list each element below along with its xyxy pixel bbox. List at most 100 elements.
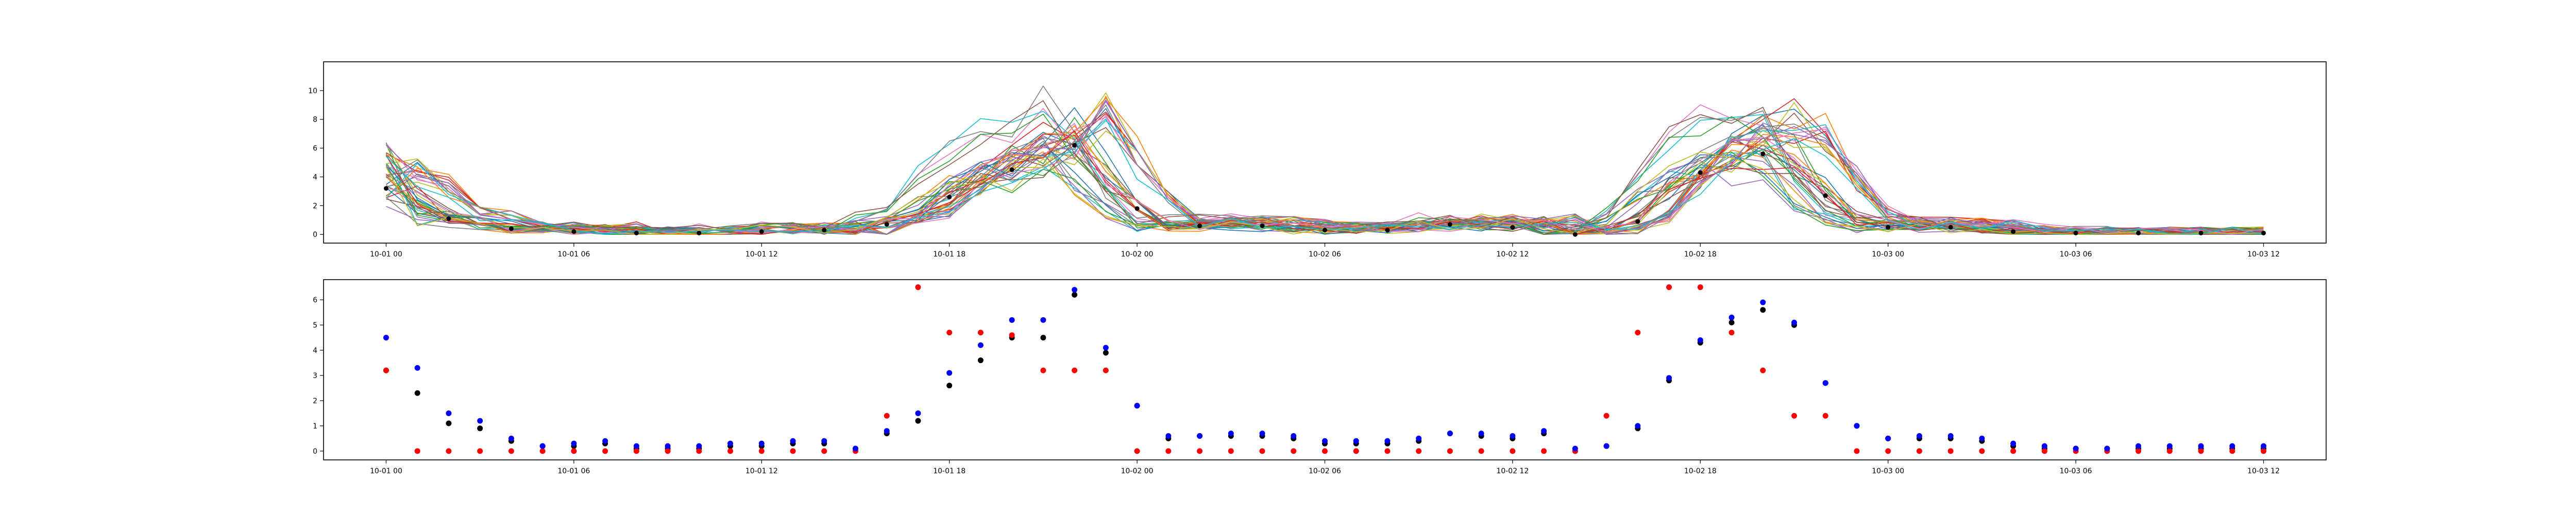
scatter-point-series-2 bbox=[508, 435, 514, 441]
bottom-y-tick-label: 3 bbox=[313, 372, 317, 380]
scatter-point-series-0 bbox=[977, 357, 984, 364]
scatter-point-series-1 bbox=[446, 448, 452, 454]
ensemble-line bbox=[386, 92, 2264, 235]
scatter-point-series-1 bbox=[1228, 448, 1234, 454]
scatter-point-series-1 bbox=[1916, 448, 1922, 454]
scatter-point-series-2 bbox=[1885, 435, 1891, 441]
scatter-point-series-0 bbox=[1072, 291, 1078, 298]
ensemble-line bbox=[385, 116, 2264, 235]
mean-point bbox=[634, 230, 639, 235]
scatter-point-series-1 bbox=[1728, 330, 1735, 336]
scatter-point-series-1 bbox=[2166, 448, 2173, 454]
mean-point bbox=[509, 226, 514, 231]
scatter-point-series-1 bbox=[2136, 448, 2142, 454]
top-y-tick-label: 6 bbox=[313, 145, 317, 153]
mean-point bbox=[2136, 230, 2141, 235]
scatter-point-series-2 bbox=[571, 440, 577, 447]
mean-point bbox=[1760, 151, 1766, 157]
bottom-x-tick-label: 10-01 18 bbox=[933, 467, 965, 475]
bottom-y-tick-label: 1 bbox=[313, 422, 317, 431]
scatter-point-series-1 bbox=[946, 330, 953, 336]
scatter-point-series-2 bbox=[602, 438, 608, 444]
mean-point bbox=[1698, 170, 1703, 175]
bottom-x-tick-label: 10-02 18 bbox=[1684, 467, 1717, 475]
scatter-point-series-2 bbox=[1854, 423, 1860, 429]
scatter-point-series-1 bbox=[977, 330, 984, 336]
top-plot-frame bbox=[323, 61, 2327, 244]
scatter-point-series-1 bbox=[1384, 448, 1391, 454]
scatter-point-series-2 bbox=[477, 418, 483, 424]
scatter-point-series-1 bbox=[1134, 448, 1140, 454]
mean-point bbox=[947, 195, 952, 200]
scatter-point-series-2 bbox=[977, 342, 984, 348]
scatter-point-series-1 bbox=[539, 448, 546, 454]
scatter-point-series-1 bbox=[1854, 448, 1860, 454]
scatter-point-series-0 bbox=[915, 418, 921, 424]
bottom-y-tick-label: 0 bbox=[313, 448, 317, 456]
scatter-point-series-1 bbox=[2041, 448, 2047, 454]
ensemble-line bbox=[385, 97, 2264, 235]
scatter-point-series-2 bbox=[633, 443, 639, 449]
top-x-tick-label: 10-03 12 bbox=[2247, 250, 2280, 259]
mean-point bbox=[1134, 206, 1140, 211]
top-x-tick-label: 10-02 18 bbox=[1684, 250, 1717, 259]
scatter-point-series-1 bbox=[915, 284, 921, 290]
scatter-point-series-1 bbox=[1791, 413, 1798, 419]
scatter-point-series-1 bbox=[2010, 448, 2016, 454]
bottom-x-tick-label: 10-03 12 bbox=[2247, 467, 2280, 475]
mean-point bbox=[1385, 228, 1390, 233]
top-x-tick-label: 10-01 18 bbox=[933, 250, 965, 259]
mean-point bbox=[1072, 143, 1077, 148]
scatter-point-series-2 bbox=[1760, 299, 1766, 305]
ensemble-line bbox=[385, 107, 2264, 235]
scatter-point-series-2 bbox=[1791, 319, 1798, 325]
scatter-point-series-1 bbox=[1541, 448, 1547, 454]
scatter-point-series-2 bbox=[1165, 433, 1172, 439]
scatter-point-series-1 bbox=[1697, 284, 1703, 290]
top-x-tick-label: 10-03 00 bbox=[1872, 250, 1904, 259]
scatter-point-series-2 bbox=[758, 440, 765, 447]
scatter-point-series-0 bbox=[477, 425, 483, 432]
scatter-point-series-1 bbox=[1635, 330, 1641, 336]
ensemble-line bbox=[386, 108, 2264, 235]
scatter-point-series-2 bbox=[2229, 443, 2235, 449]
scatter-point-series-1 bbox=[1885, 448, 1891, 454]
scatter-point-series-2 bbox=[1478, 431, 1484, 437]
ensemble-line bbox=[386, 115, 2264, 235]
scatter-point-series-1 bbox=[1666, 284, 1672, 290]
scatter-point-series-0 bbox=[1728, 319, 1735, 325]
scatter-point-series-2 bbox=[1040, 317, 1046, 323]
bottom-x-tick-label: 10-03 00 bbox=[1872, 467, 1904, 475]
ensemble-line bbox=[385, 111, 2264, 235]
mean-point bbox=[446, 216, 451, 221]
scatter-point-series-2 bbox=[1666, 375, 1672, 381]
bottom-y-tick-label: 5 bbox=[313, 321, 317, 330]
mean-point bbox=[383, 186, 388, 191]
bottom-x-tick-label: 10-03 06 bbox=[2060, 467, 2092, 475]
scatter-point-series-2 bbox=[2166, 443, 2173, 449]
top-x-tick-label: 10-02 06 bbox=[1309, 250, 1341, 259]
mean-point bbox=[2261, 230, 2266, 235]
scatter-point-series-1 bbox=[1259, 448, 1265, 454]
scatter-point-series-1 bbox=[1478, 448, 1484, 454]
scatter-point-series-1 bbox=[884, 413, 890, 419]
scatter-point-series-2 bbox=[1197, 433, 1203, 439]
scatter-point-series-1 bbox=[1040, 367, 1046, 373]
scatter-point-series-1 bbox=[383, 367, 389, 373]
ensemble-line bbox=[385, 117, 2264, 235]
scatter-point-series-2 bbox=[665, 443, 671, 449]
scatter-point-series-2 bbox=[1728, 314, 1735, 320]
scatter-point-series-2 bbox=[1291, 433, 1297, 439]
scatter-point-series-0 bbox=[946, 383, 953, 389]
scatter-point-series-2 bbox=[1384, 438, 1391, 444]
top-y-tick-label: 8 bbox=[313, 116, 317, 124]
ensemble-line bbox=[386, 100, 2264, 235]
scatter-point-series-0 bbox=[1103, 350, 1109, 356]
scatter-point-series-1 bbox=[1072, 367, 1078, 373]
mean-point bbox=[1823, 193, 1828, 198]
scatter-point-series-2 bbox=[2261, 443, 2267, 449]
scatter-point-series-1 bbox=[1947, 448, 1954, 454]
scatter-point-series-2 bbox=[1072, 287, 1078, 293]
ensemble-line bbox=[386, 98, 2264, 235]
scatter-point-series-2 bbox=[1916, 433, 1922, 439]
